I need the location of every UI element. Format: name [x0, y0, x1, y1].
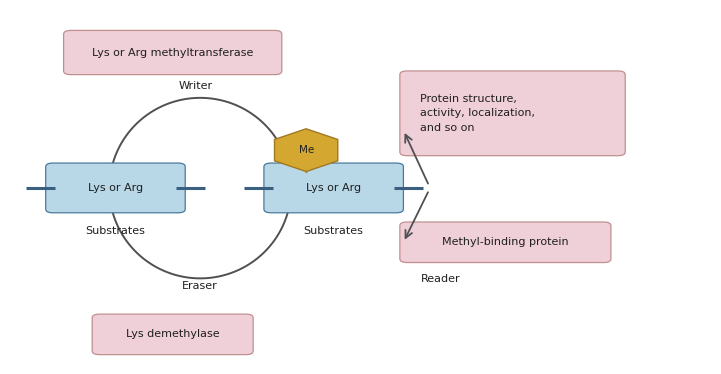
- FancyBboxPatch shape: [45, 163, 185, 213]
- FancyBboxPatch shape: [400, 222, 611, 263]
- FancyBboxPatch shape: [400, 71, 625, 156]
- FancyBboxPatch shape: [92, 314, 253, 355]
- Text: Methyl-binding protein: Methyl-binding protein: [442, 237, 569, 247]
- Polygon shape: [275, 129, 337, 172]
- Text: Substrates: Substrates: [304, 226, 363, 236]
- Text: Lys or Arg: Lys or Arg: [306, 183, 361, 193]
- FancyBboxPatch shape: [264, 163, 404, 213]
- Text: Lys or Arg methyltransferase: Lys or Arg methyltransferase: [92, 47, 253, 58]
- FancyBboxPatch shape: [63, 30, 282, 75]
- Text: Lys or Arg: Lys or Arg: [88, 183, 143, 193]
- Text: Reader: Reader: [421, 274, 461, 283]
- Text: Substrates: Substrates: [86, 226, 146, 236]
- Text: Me: Me: [298, 145, 314, 155]
- Text: Eraser: Eraser: [182, 281, 218, 291]
- Text: Protein structure,
activity, localization,
and so on: Protein structure, activity, localizatio…: [420, 94, 535, 133]
- Text: Writer: Writer: [179, 81, 213, 91]
- Text: Lys demethylase: Lys demethylase: [126, 329, 219, 339]
